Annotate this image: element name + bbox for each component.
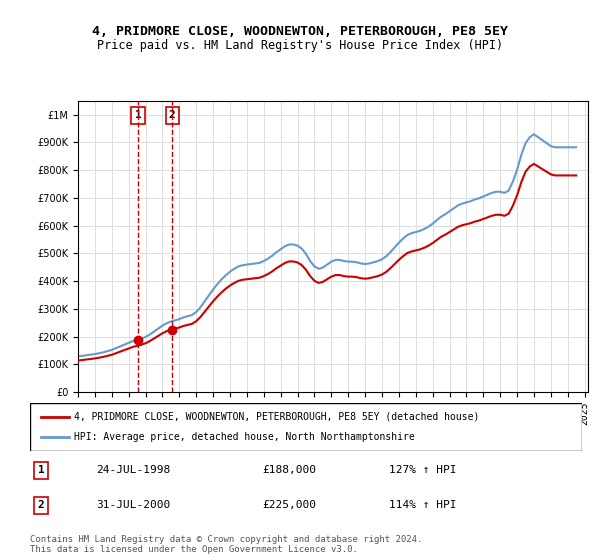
Text: Contains HM Land Registry data © Crown copyright and database right 2024.
This d: Contains HM Land Registry data © Crown c… xyxy=(30,535,422,554)
Text: 4, PRIDMORE CLOSE, WOODNEWTON, PETERBOROUGH, PE8 5EY: 4, PRIDMORE CLOSE, WOODNEWTON, PETERBORO… xyxy=(92,25,508,38)
Text: 24-JUL-1998: 24-JUL-1998 xyxy=(96,465,170,475)
Text: 1: 1 xyxy=(38,465,44,475)
Text: 4, PRIDMORE CLOSE, WOODNEWTON, PETERBOROUGH, PE8 5EY (detached house): 4, PRIDMORE CLOSE, WOODNEWTON, PETERBORO… xyxy=(74,412,479,422)
Text: £225,000: £225,000 xyxy=(262,501,316,510)
Text: 2: 2 xyxy=(38,501,44,510)
Text: 31-JUL-2000: 31-JUL-2000 xyxy=(96,501,170,510)
Text: £188,000: £188,000 xyxy=(262,465,316,475)
Text: 127% ↑ HPI: 127% ↑ HPI xyxy=(389,465,457,475)
Text: HPI: Average price, detached house, North Northamptonshire: HPI: Average price, detached house, Nort… xyxy=(74,432,415,442)
Text: 1: 1 xyxy=(135,110,142,120)
Text: 2: 2 xyxy=(169,110,176,120)
Text: 114% ↑ HPI: 114% ↑ HPI xyxy=(389,501,457,510)
Text: Price paid vs. HM Land Registry's House Price Index (HPI): Price paid vs. HM Land Registry's House … xyxy=(97,39,503,52)
FancyBboxPatch shape xyxy=(30,403,582,451)
